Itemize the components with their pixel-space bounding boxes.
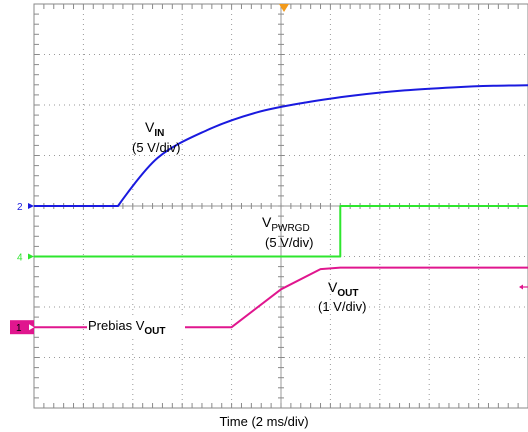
pwrgd-name: V bbox=[262, 214, 272, 230]
pwrgd-scale: (5 V/div) bbox=[265, 235, 313, 250]
vin-sub: IN bbox=[154, 128, 164, 139]
trace-vpwrgd bbox=[34, 205, 528, 258]
trigger-position-marker bbox=[279, 4, 289, 12]
prebias-annotation: Prebias VOUT bbox=[88, 318, 165, 337]
prebias-label-bg bbox=[87, 316, 185, 336]
channel-4-marker-arrow bbox=[28, 253, 34, 260]
trace-vin bbox=[34, 84, 528, 207]
vout-name: V bbox=[328, 279, 338, 295]
channel-1-marker-box bbox=[10, 320, 34, 335]
vin-name: V bbox=[145, 119, 155, 135]
vout-annotation: VOUT bbox=[328, 279, 358, 299]
channel-markers: 2 4 1 bbox=[10, 202, 34, 335]
traces bbox=[34, 84, 528, 329]
channel-2-marker-arrow bbox=[28, 203, 34, 209]
channel-1-marker-arrow bbox=[29, 324, 34, 331]
x-axis-label: Time (2 ms/div) bbox=[219, 414, 309, 429]
vout-right-edge-marker bbox=[519, 284, 528, 290]
channel-1-marker-label: 1 bbox=[16, 323, 22, 334]
vin-annotation: VIN bbox=[145, 119, 164, 139]
channel-2-marker-label: 2 bbox=[17, 202, 23, 213]
vout-scale: (1 V/div) bbox=[318, 299, 366, 314]
trace-vout bbox=[34, 266, 528, 329]
pwrgd-sub: PWRGD bbox=[271, 223, 309, 234]
prebias-text: Prebias V bbox=[88, 318, 145, 333]
channel-4-marker-label: 4 bbox=[17, 253, 23, 264]
vout-sub: OUT bbox=[337, 288, 358, 299]
pwrgd-annotation: VPWRGD bbox=[262, 214, 310, 234]
vin-scale: (5 V/div) bbox=[132, 140, 180, 155]
prebias-sub: OUT bbox=[144, 326, 165, 337]
